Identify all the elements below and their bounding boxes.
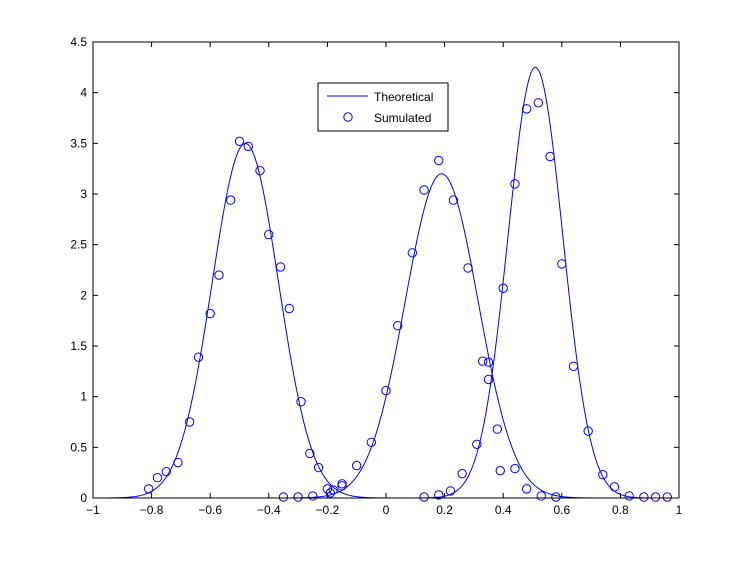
simulated-point xyxy=(551,492,561,502)
simulated-point xyxy=(483,374,494,385)
x-tick-label: −0.6 xyxy=(198,503,222,517)
simulated-point xyxy=(521,104,532,114)
simulated-point xyxy=(510,463,520,474)
simulated-point xyxy=(173,457,183,468)
simulated-point xyxy=(352,460,362,471)
simulated-point xyxy=(639,492,649,502)
simulated-markers xyxy=(143,98,672,502)
simulated-point xyxy=(296,397,306,407)
simulated-point xyxy=(448,195,459,205)
x-tick-label: −0.2 xyxy=(316,503,340,517)
y-tick-label: 3.5 xyxy=(70,136,87,150)
legend-box xyxy=(317,82,449,132)
simulated-point xyxy=(284,303,295,314)
y-axis: 0 0.5 1 1.5 2 2.5 3 3.5 4 4.5 xyxy=(70,35,679,505)
x-tick-label: 1 xyxy=(676,503,683,517)
legend-marker-swatch xyxy=(343,112,353,122)
simulated-point xyxy=(193,352,204,362)
y-tick-label: 3 xyxy=(80,187,87,201)
y-tick-label: 0 xyxy=(80,491,87,505)
y-tick-label: 4 xyxy=(80,86,87,100)
simulated-point xyxy=(498,283,508,293)
y-tick-label: 4.5 xyxy=(70,35,87,49)
simulated-point xyxy=(337,481,347,491)
simulated-point xyxy=(483,357,494,367)
simulated-point xyxy=(328,485,338,495)
simulated-point xyxy=(510,179,520,189)
x-tick-label: 0.2 xyxy=(436,503,453,517)
y-tick-label: 1 xyxy=(80,390,87,404)
simulated-point xyxy=(477,356,488,366)
simulated-point xyxy=(457,468,467,479)
y-tick-label: 2 xyxy=(80,288,87,302)
simulated-point xyxy=(214,270,224,280)
simulated-point xyxy=(407,248,418,258)
simulated-point xyxy=(366,437,377,447)
simulated-point xyxy=(226,195,236,205)
simulated-point xyxy=(662,492,672,502)
simulated-point xyxy=(419,492,429,502)
simulated-point xyxy=(255,165,265,176)
simulated-point xyxy=(205,308,215,319)
y-tick-label: 0.5 xyxy=(70,440,87,454)
simulated-point xyxy=(568,361,579,371)
legend: Theoretical Sumulated xyxy=(317,82,449,132)
simulated-point xyxy=(264,229,274,240)
simulated-point xyxy=(313,462,324,473)
simulated-point xyxy=(419,185,429,195)
simulated-point xyxy=(583,426,593,436)
simulated-point xyxy=(184,417,195,427)
simulated-point xyxy=(463,263,473,273)
simulated-point xyxy=(624,491,634,501)
simulated-point xyxy=(434,490,444,500)
simulated-point xyxy=(472,439,482,449)
x-tick-label: 0.4 xyxy=(495,503,512,517)
simulated-point xyxy=(278,492,289,502)
simulated-point xyxy=(557,259,567,269)
y-tick-label: 2.5 xyxy=(70,238,87,252)
simulated-point xyxy=(325,488,336,498)
x-tick-label: 0.6 xyxy=(553,503,570,517)
simulated-point xyxy=(598,469,608,480)
simulated-point xyxy=(275,262,286,272)
x-tick-label: −0.8 xyxy=(140,503,164,517)
simulated-point xyxy=(521,484,532,494)
x-tick-label: −0.4 xyxy=(257,503,281,517)
simulated-point xyxy=(381,385,391,396)
simulated-point xyxy=(293,492,303,502)
x-tick-label: −1 xyxy=(86,503,100,517)
simulated-point xyxy=(650,492,661,502)
simulated-point xyxy=(243,141,253,152)
simulated-point xyxy=(536,491,546,501)
simulated-point xyxy=(445,486,456,496)
x-tick-label: 0 xyxy=(383,503,390,517)
simulated-point xyxy=(495,465,505,476)
simulated-point xyxy=(609,482,620,492)
simulated-point xyxy=(234,136,245,147)
simulated-point xyxy=(305,448,315,459)
simulated-point xyxy=(143,484,154,494)
x-axis: −1 −0.8 −0.6 −0.4 −0.2 0 0.2 0.4 0.6 0.8 1 xyxy=(86,42,683,517)
x-tick-label: 0.8 xyxy=(612,503,629,517)
simulated-point xyxy=(434,155,444,166)
simulated-point xyxy=(533,98,544,108)
legend-label-theoretical: Theoretical xyxy=(374,90,433,104)
simulated-point xyxy=(393,321,403,331)
simulated-point xyxy=(308,491,318,501)
simulated-point xyxy=(161,466,171,477)
simulated-point xyxy=(492,424,503,434)
simulated-point xyxy=(545,151,555,162)
y-tick-label: 1.5 xyxy=(70,339,87,353)
legend-label-simulated: Sumulated xyxy=(374,111,431,125)
simulated-point xyxy=(152,473,163,483)
